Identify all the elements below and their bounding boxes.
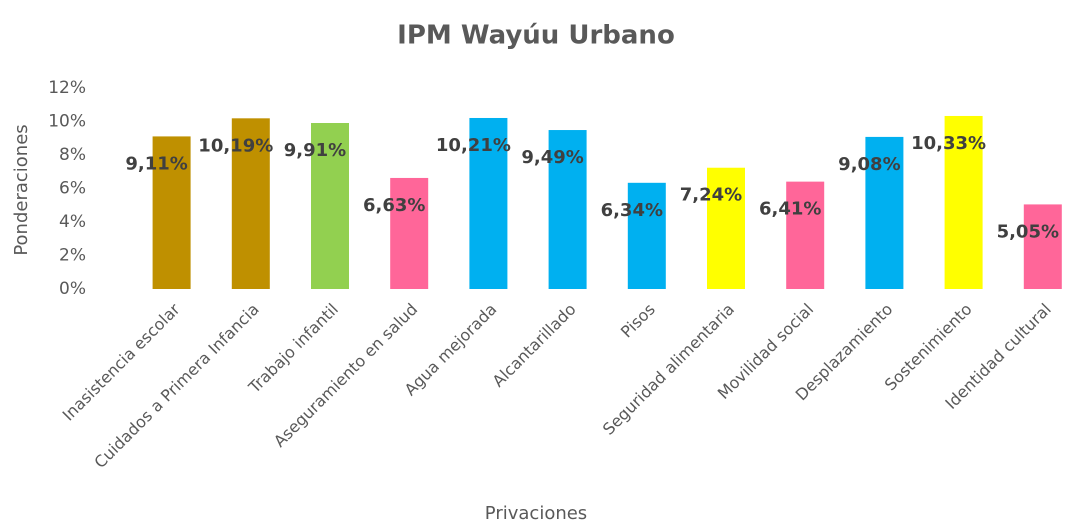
- bar: [311, 123, 349, 289]
- bar: [707, 167, 745, 289]
- y-tick-label: 2%: [59, 246, 86, 266]
- data-label: 6,41%: [759, 199, 821, 220]
- bar: [786, 181, 825, 289]
- data-label: 9,08%: [838, 154, 900, 175]
- chart-title: IPM Wayúu Urbano: [397, 21, 675, 51]
- bar: [865, 136, 904, 289]
- y-tick-label: 10%: [48, 112, 86, 132]
- bar: [627, 182, 666, 289]
- data-label: 10,21%: [436, 135, 511, 156]
- bar: [548, 130, 587, 289]
- data-label: 9,11%: [125, 153, 187, 174]
- data-label: 6,34%: [601, 200, 663, 221]
- bar: [469, 117, 508, 289]
- bar: [1023, 204, 1062, 289]
- x-tick-label: Aseguramiento en salud: [270, 300, 421, 451]
- bar: [944, 115, 983, 289]
- x-tick-label: Alcantarillado: [488, 300, 579, 391]
- y-tick-label: 8%: [59, 145, 86, 165]
- data-label: 10,19%: [198, 135, 273, 156]
- data-label: 6,63%: [363, 195, 425, 216]
- bar: [231, 118, 270, 289]
- data-label: 5,05%: [997, 221, 1059, 242]
- x-axis-title: Privaciones: [485, 503, 587, 524]
- x-tick-label: Seguridad alimentaria: [599, 300, 738, 439]
- data-label: 7,24%: [680, 185, 742, 206]
- data-label: 9,49%: [521, 147, 583, 168]
- y-tick-label: 12%: [48, 78, 86, 98]
- bar: [152, 136, 191, 289]
- data-label: 9,91%: [284, 140, 346, 161]
- y-tick-label: 0%: [59, 279, 86, 299]
- y-tick-label: 4%: [59, 212, 86, 232]
- bar: [390, 177, 429, 289]
- x-tick-label: Cuidados a Primera Infancia: [90, 300, 262, 472]
- y-axis-title: Ponderaciones: [11, 124, 32, 255]
- data-label: 10,33%: [911, 133, 986, 154]
- y-tick-label: 6%: [59, 179, 86, 199]
- x-tick-label: Pisos: [617, 300, 659, 342]
